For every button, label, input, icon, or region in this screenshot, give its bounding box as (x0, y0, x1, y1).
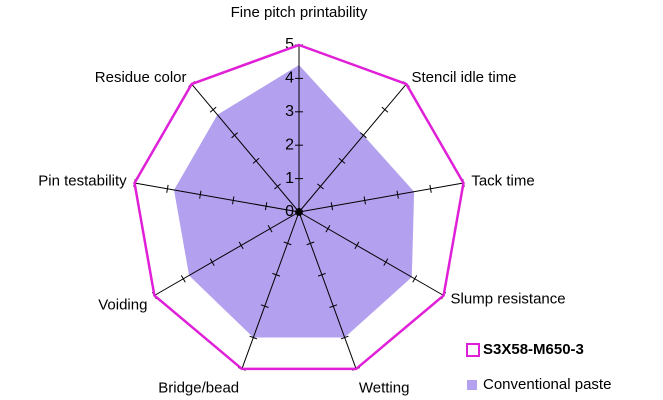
tick-mark (209, 258, 215, 266)
legend-swatch (467, 380, 477, 390)
tick-mark (264, 202, 268, 211)
series-line (133, 43, 465, 371)
category-label: Tack time (471, 173, 534, 190)
tick-mark (429, 184, 432, 193)
series-area (174, 65, 415, 338)
axis-line (191, 83, 300, 213)
tick-mark (180, 275, 186, 283)
legend-swatch (466, 343, 480, 357)
r-tick-label: 5 (285, 36, 294, 53)
tick-mark (412, 275, 418, 283)
axis-line (298, 182, 464, 213)
tick-mark (325, 224, 331, 233)
legend: S3X58-M650-3 Conventional paste (466, 341, 611, 393)
tick-mark (396, 190, 399, 199)
category-label: Voiding (98, 296, 147, 313)
category-label: Fine pitch printability (231, 4, 368, 21)
tick-mark (338, 157, 346, 164)
r-tick-label: 4 (285, 70, 294, 87)
tick-mark (360, 132, 367, 139)
r-tick-label: 2 (285, 136, 294, 153)
legend-label: Conventional paste (483, 376, 611, 393)
tick-mark (199, 190, 202, 199)
axis-line (154, 211, 300, 296)
tick-mark (295, 209, 303, 215)
tick-mark (209, 106, 217, 113)
tick-mark (317, 183, 324, 190)
tick-mark (283, 241, 292, 246)
tick-mark (260, 304, 269, 308)
tick-mark (274, 183, 281, 190)
legend-label: S3X58-M650-3 (483, 341, 584, 358)
tick-mark (267, 224, 273, 233)
category-label: Bridge/bead (158, 379, 239, 396)
axis-line (298, 211, 357, 370)
category-label: Pin testability (38, 173, 127, 190)
tick-mark (329, 304, 338, 308)
axis-line (298, 211, 444, 296)
tick-mark (317, 272, 326, 277)
category-label: Slump resistance (451, 290, 566, 307)
axis-line (134, 182, 300, 213)
axis-line (298, 83, 407, 213)
tick-mark (231, 132, 238, 139)
tick-mark (381, 106, 389, 113)
r-tick-label: 0 (285, 203, 294, 220)
tick-mark (363, 196, 366, 205)
tick-mark (272, 272, 281, 277)
tick-mark (354, 241, 360, 250)
tick-mark (306, 241, 315, 246)
tick-mark (232, 196, 235, 205)
tick-mark (330, 202, 334, 211)
category-label: Stencil idle time (411, 69, 516, 86)
tick-mark (166, 184, 169, 193)
category-label: Wetting (359, 379, 410, 396)
tick-mark (249, 335, 258, 340)
axis-line (241, 211, 300, 370)
r-tick-label: 3 (285, 103, 294, 120)
tick-mark (340, 335, 349, 340)
r-tick-label: 1 (285, 170, 294, 187)
category-label: Residue color (95, 69, 187, 86)
tick-mark (383, 258, 389, 266)
tick-mark (252, 157, 260, 164)
tick-mark (238, 241, 244, 250)
